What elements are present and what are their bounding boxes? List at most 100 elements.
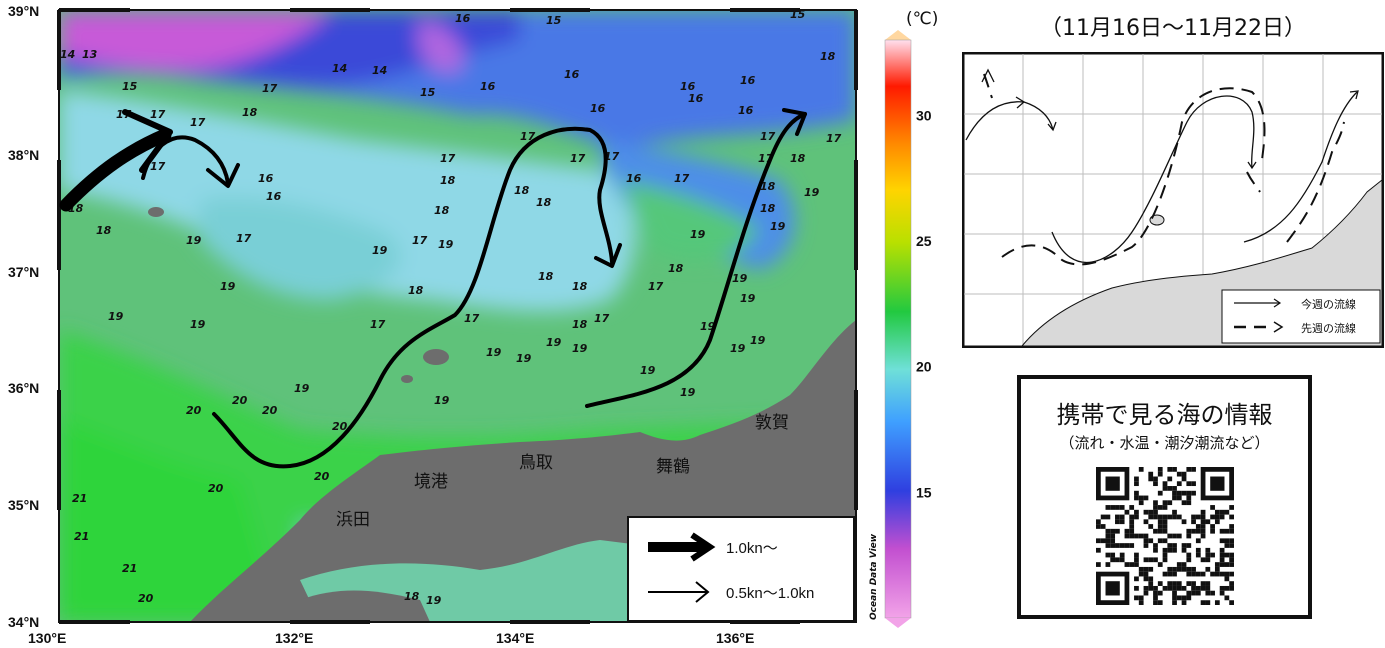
contour-label: 15 (546, 14, 562, 27)
contour-label: 16 (680, 80, 696, 93)
mobile-info-box[interactable]: 携帯で見る海の情報 （流れ・水温・潮汐潮流など） (1017, 375, 1312, 619)
contour-label: 18 (538, 270, 554, 283)
contour-label: 19 (770, 220, 786, 233)
contour-label: 20 (186, 404, 202, 417)
contour-label: 19 (108, 310, 124, 323)
info-title: 携帯で見る海の情報 (1056, 401, 1273, 429)
contour-label: 17 (262, 82, 278, 95)
contour-label: 14 (332, 62, 347, 75)
current-arrow (141, 135, 230, 185)
contour-label: 18 (760, 202, 776, 215)
current-arrow (212, 126, 614, 469)
contour-label: 15 (420, 86, 436, 99)
contour-label: 18 (514, 184, 530, 197)
contour-label: 15 (790, 8, 806, 21)
contour-label: 17 (594, 312, 610, 325)
contour-label: 16 (688, 92, 704, 105)
contour-label: 21 (74, 530, 89, 543)
contour-label: 17 (826, 132, 842, 145)
sea-temperature-map: 39°N 38°N 37°N 36°N 35°N 34°N 130°E 132°… (8, 3, 938, 646)
contour-label: 17 (604, 150, 620, 163)
contour-label: 18 (572, 318, 588, 331)
temperature-colorbar (884, 30, 912, 628)
colorbar-tick: 30 (916, 107, 932, 123)
contour-label: 20 (332, 420, 348, 433)
contour-label: 20 (208, 482, 224, 495)
contour-label: 18 (96, 224, 112, 237)
current-arrowhead (782, 108, 807, 136)
lon-label: 130°E (28, 630, 66, 646)
current-arrowhead (206, 163, 240, 188)
contour-label: 17 (190, 116, 206, 129)
contour-label: 17 (674, 172, 690, 185)
lat-label: 36°N (8, 380, 39, 396)
place-label-tsuruga: 敦賀 (755, 413, 789, 433)
watermark-text: Ocean Data View (869, 533, 879, 620)
place-label-tottori: 鳥取 (519, 453, 553, 473)
contour-label: 18 (536, 196, 552, 209)
contour-label: 19 (486, 346, 502, 359)
contour-label: 18 (668, 262, 684, 275)
contour-label: 13 (82, 48, 98, 61)
contour-label: 14 (372, 64, 387, 77)
current-speed-legend: 1.0kn～ 0.5kn～1.0kn (627, 516, 855, 622)
streamline-legend: 今週の流線 先週の流線 (1221, 289, 1381, 344)
contour-label: 19 (546, 336, 562, 349)
contour-label: 14 (60, 48, 75, 61)
contour-label: 20 (138, 592, 154, 605)
ulleungdo-island (148, 207, 164, 217)
contour-label: 21 (122, 562, 137, 575)
contour-label: 17 (370, 318, 386, 331)
lat-label: 39°N (8, 3, 39, 19)
contour-label: 21 (72, 492, 87, 505)
lat-label: 38°N (8, 147, 39, 163)
legend-strong-label: 1.0kn～ (726, 540, 778, 557)
contour-label: 18 (572, 280, 588, 293)
contour-label: 19 (730, 342, 746, 355)
colorbar-tick: 15 (916, 484, 932, 500)
contour-label: 19 (690, 228, 706, 241)
contour-label: 20 (232, 394, 248, 407)
place-label-hamada: 浜田 (336, 510, 370, 530)
legend-last-week: 先週の流線 (1301, 321, 1356, 335)
lat-label: 37°N (8, 264, 39, 280)
contour-label: 19 (640, 364, 656, 377)
contour-label: 19 (426, 594, 442, 607)
place-label-sakaiminato: 境港 (414, 472, 448, 492)
contour-label: 17 (648, 280, 664, 293)
contour-label: 16 (740, 74, 756, 87)
current-arrow (585, 112, 807, 408)
contour-label: 17 (760, 130, 776, 143)
contour-label: 16 (738, 104, 754, 117)
contour-label: 16 (480, 80, 496, 93)
contour-label: 19 (220, 280, 236, 293)
contour-label: 15 (122, 80, 138, 93)
place-label-maizuru: 舞鶴 (656, 457, 690, 477)
contour-label: 19 (372, 244, 388, 257)
contour-label: 16 (258, 172, 274, 185)
contour-label: 19 (572, 342, 588, 355)
contour-label: 16 (455, 12, 471, 25)
contour-label: 17 (150, 108, 166, 121)
colorbar-tick: 25 (916, 233, 932, 249)
legend-this-week: 今週の流線 (1301, 297, 1356, 311)
contour-label: 16 (590, 102, 606, 115)
info-subtitle: （流れ・水温・潮汐潮流など） (1059, 434, 1270, 452)
contour-label: 16 (266, 190, 282, 203)
contour-label: 16 (626, 172, 642, 185)
oki-islands (423, 349, 449, 365)
contour-label: 18 (434, 204, 450, 217)
contour-label: 18 (242, 106, 258, 119)
contour-label: 19 (186, 234, 202, 247)
contour-label: 19 (294, 382, 310, 395)
contour-label: 19 (680, 386, 696, 399)
lon-label: 134°E (496, 630, 534, 646)
lon-label: 132°E (275, 630, 313, 646)
contour-label: 20 (262, 404, 278, 417)
colorbar-tick: 20 (916, 359, 932, 375)
legend-weak-label: 0.5kn～1.0kn (726, 585, 814, 602)
contour-label: 18 (820, 50, 836, 63)
colorbar-unit: (℃) (906, 9, 938, 29)
qr-code-icon[interactable] (1095, 467, 1234, 605)
contour-label: 19 (732, 272, 748, 285)
